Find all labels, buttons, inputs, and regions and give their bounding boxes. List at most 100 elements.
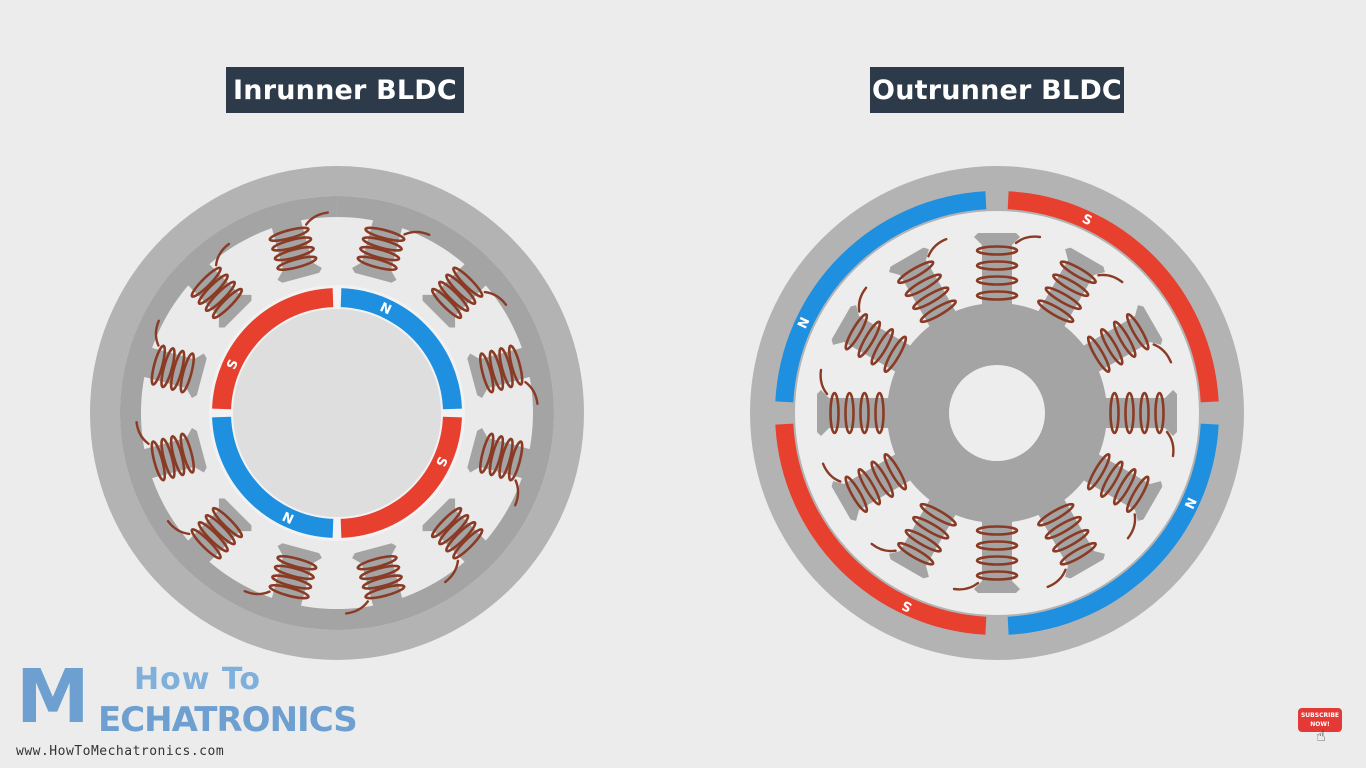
inrunner-coil-10-lead [154,319,161,347]
inrunner-coil-9-turn-3 [169,435,186,477]
inrunner-coil-8-lead [166,519,191,536]
outrunner-coil-5-turn-3 [1099,460,1124,498]
outrunner-coil-8 [870,502,957,566]
outrunner-coil-4 [1109,391,1175,458]
inrunner-tooth-8 [166,498,252,566]
inrunner-coil-1 [356,226,431,272]
outrunner-coil-10-turn-1 [829,391,840,435]
inrunner-coil-7-lead [243,589,271,596]
outrunner-coil-12-turn-1 [897,260,935,285]
inrunner-coil-4 [478,432,524,507]
inrunner-coil-9-turn-2 [160,437,176,479]
outrunner-coil-6-turn-2 [1052,528,1090,553]
outrunner-coil-6-turn-4 [1037,502,1075,527]
outrunner-coil-8-turn-3 [912,515,950,540]
outrunner-coil-11-lead [857,286,868,313]
outrunner-tooth-4 [1097,390,1177,458]
inrunner-magnet-2 [340,288,462,410]
pointer-cursor-icon: ☝ [1316,726,1326,745]
inrunner-coil-3 [478,344,539,406]
inrunner-coil-9-turn-4 [179,432,196,474]
inrunner-coil-5-turn-1 [452,528,484,560]
inrunner-coil-1-turn-3 [359,245,401,262]
inrunner-coil-1-turn-2 [361,236,403,252]
outrunner-coil-8-lead [870,542,897,553]
inrunner-coil-3-turn-4 [478,352,495,394]
inrunner-coil-12-turn-4 [276,255,318,272]
inrunner-coil-10-turn-2 [160,347,176,389]
subscribe-now-label: NOW! [1310,721,1330,728]
outrunner-magnet-1 [1007,191,1219,403]
outrunner-coil-3-turn-2 [1112,320,1137,358]
outrunner-coil-6 [1037,502,1097,589]
inrunner-coil-1-turn-4 [356,255,398,272]
inrunner-coil-6-turn-3 [359,564,401,581]
inrunner-coil-10 [150,319,196,394]
subscribe-button[interactable]: SUBSCRIBE NOW! [1298,708,1342,732]
outrunner-tooth-5 [1076,450,1163,540]
inrunner-coil-3-lead [524,380,539,406]
outrunner-coil-2-lead [1097,273,1124,284]
inrunner-magnet-1 [212,288,334,410]
subscribe-label: SUBSCRIBE [1300,712,1339,719]
inrunner-coil-12-turn-2 [271,236,313,252]
inrunner-coil-10-turn-1 [150,344,167,386]
outrunner-tooth-2 [1034,247,1124,334]
inrunner-coil-12-turn-3 [273,245,315,262]
outrunner-magnet-4 [775,191,987,403]
inrunner-tooth-4 [467,428,535,507]
howtomechatronics-logo[interactable]: M How To ECHATRONICS www.HowToMechatroni… [14,658,358,762]
outrunner-coil-3-lead [1152,343,1173,364]
outrunner-magnet-3 [775,423,987,635]
outrunner-coil-8-turn-4 [919,502,957,527]
outrunner-coil-1-turn-1 [975,245,1019,256]
inrunner-coil-8-turn-3 [204,513,237,546]
outrunner-tooth-1 [974,233,1042,313]
inrunner-coil-8-turn-4 [211,506,244,539]
outrunner-coil-4-lead [1165,430,1175,458]
outrunner-title: Outrunner BLDC [870,67,1124,113]
inrunner-tooth-10 [139,319,207,398]
inrunner-tooth-6 [344,543,406,615]
logo-url: www.HowToMechatronics.com [16,744,225,759]
inrunner-coil-3-turn-1 [507,344,524,386]
inrunner-coil-2-turn-1 [452,266,484,298]
inrunner-coil-5-turn-3 [437,513,470,546]
outrunner-coil-9-turn-3 [870,460,895,498]
outrunner-coil-5-turn-4 [1086,453,1111,491]
outrunner-coil-1 [975,235,1042,301]
inrunner-tooth-7 [243,543,322,611]
outrunner-coil-7-lead [952,581,980,591]
outrunner-shaft-hole [949,365,1045,461]
inrunner-coil-3-turn-3 [488,349,505,391]
outrunner-coil-9-turn-1 [844,475,869,513]
inrunner-coil-7-turn-1 [268,583,310,600]
outrunner-coil-4-turn-1 [1154,391,1165,435]
outrunner-coil-7-turn-3 [975,540,1019,551]
inrunner-coil-12 [268,211,330,272]
outrunner-coil-6-turn-3 [1044,515,1082,540]
outrunner-tooth-11 [831,286,918,376]
outrunner-coil-4-turn-4 [1109,391,1120,435]
outrunner-coil-12 [897,237,957,324]
outrunner-coil-4-turn-3 [1124,391,1135,435]
outrunner-tooth-6 [1034,492,1105,589]
outrunner-coil-1-turn-3 [975,275,1019,286]
inrunner-title: Inrunner BLDC [226,67,464,113]
inrunner-coil-4-turn-2 [498,437,514,479]
outrunner-coil-9-turn-2 [857,468,882,506]
inrunner-coil-5-turn-4 [430,506,463,539]
outrunner-coil-9-turn-4 [883,453,908,491]
outrunner-coil-1-turn-2 [975,260,1019,271]
inrunner-coil-7-turn-2 [271,574,313,590]
outrunner-coil-3 [1086,313,1173,373]
outrunner-coil-10-turn-3 [859,391,870,435]
inrunner-tooth-3 [467,344,539,406]
outrunner-coil-2 [1037,260,1124,324]
inrunner-coil-11-turn-1 [190,266,222,298]
outrunner-coil-3-turn-4 [1086,335,1111,373]
inrunner-coil-6-turn-4 [356,554,398,571]
